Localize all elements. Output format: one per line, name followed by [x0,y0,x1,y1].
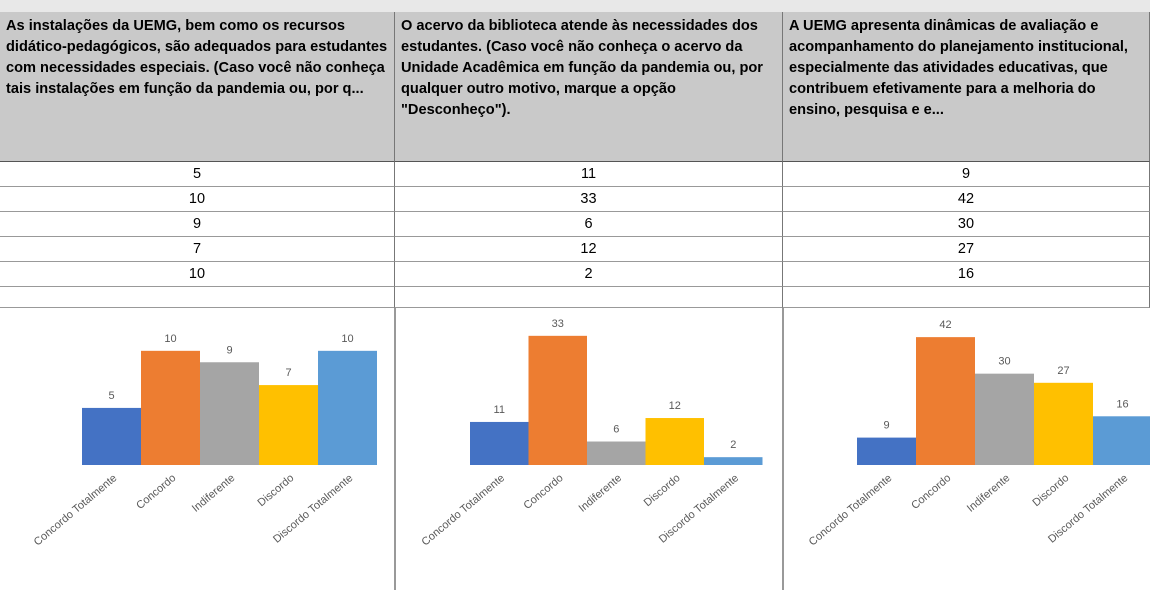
bar [916,337,975,465]
bar [528,335,587,465]
data-cell: 9 [783,162,1150,187]
data-cell: 11 [395,162,783,187]
category-label: Discordo [1030,472,1071,509]
column-header: A UEMG apresenta dinâmicas de avaliação … [783,12,1150,162]
data-cell: 27 [783,237,1150,262]
data-label: 11 [494,404,505,416]
data-cell: 30 [783,212,1150,237]
bar [141,350,200,465]
bar [200,362,259,465]
data-label: 6 [613,424,619,436]
category-label: Concordo Totalmente [420,472,508,548]
data-cell: 10 [0,262,395,287]
data-cell: 42 [783,187,1150,212]
bar [857,437,916,465]
bar [1093,416,1150,465]
category-label: Concordo [134,472,178,512]
data-cell: 10 [0,187,395,212]
category-label: Concordo [521,472,565,512]
data-label: 30 [998,356,1010,368]
bar [318,350,377,465]
data-label: 10 [341,333,353,345]
data-label: 16 [1116,398,1128,410]
bar [470,421,529,465]
data-label: 9 [226,344,232,356]
blank-cell [783,287,1150,308]
data-label: 10 [164,333,176,345]
charts: 5 Concordo Totalmente 10 Concordo 9 Indiferen… [32,308,1150,590]
column-header: O acervo da biblioteca atende às necessi… [395,12,783,162]
data-label: 12 [669,400,681,412]
bar [645,418,704,465]
category-label: Concordo Totalmente [807,472,895,548]
bar [82,407,141,465]
blank-cell [395,287,783,308]
data-label: 9 [883,420,889,432]
category-label: Indiferente [577,472,625,515]
data-cell: 6 [395,212,783,237]
data-label: 5 [108,390,114,402]
bar [259,385,318,465]
data-cell: 12 [395,237,783,262]
category-label: Indiferente [190,472,238,515]
category-label: Discordo [642,472,683,509]
bar [704,457,763,465]
category-label: Concordo Totalmente [32,472,120,548]
category-label: Concordo [909,472,953,512]
bar [1034,382,1093,465]
column-header: As instalações da UEMG, bem como os recu… [0,12,395,162]
data-label: 27 [1057,365,1069,377]
data-cell: 9 [0,212,395,237]
data-label: 42 [939,319,951,331]
data-cell: 5 [0,162,395,187]
data-cell: 16 [783,262,1150,287]
data-label: 33 [552,318,564,330]
data-cell: 33 [395,187,783,212]
data-cell: 7 [0,237,395,262]
blank-cell [0,287,395,308]
category-label: Indiferente [965,472,1013,515]
data-cell: 2 [395,262,783,287]
bar [975,373,1034,465]
data-label: 7 [285,367,291,379]
bar [587,441,646,465]
category-label: Discordo [255,472,296,509]
data-label: 2 [730,439,736,451]
